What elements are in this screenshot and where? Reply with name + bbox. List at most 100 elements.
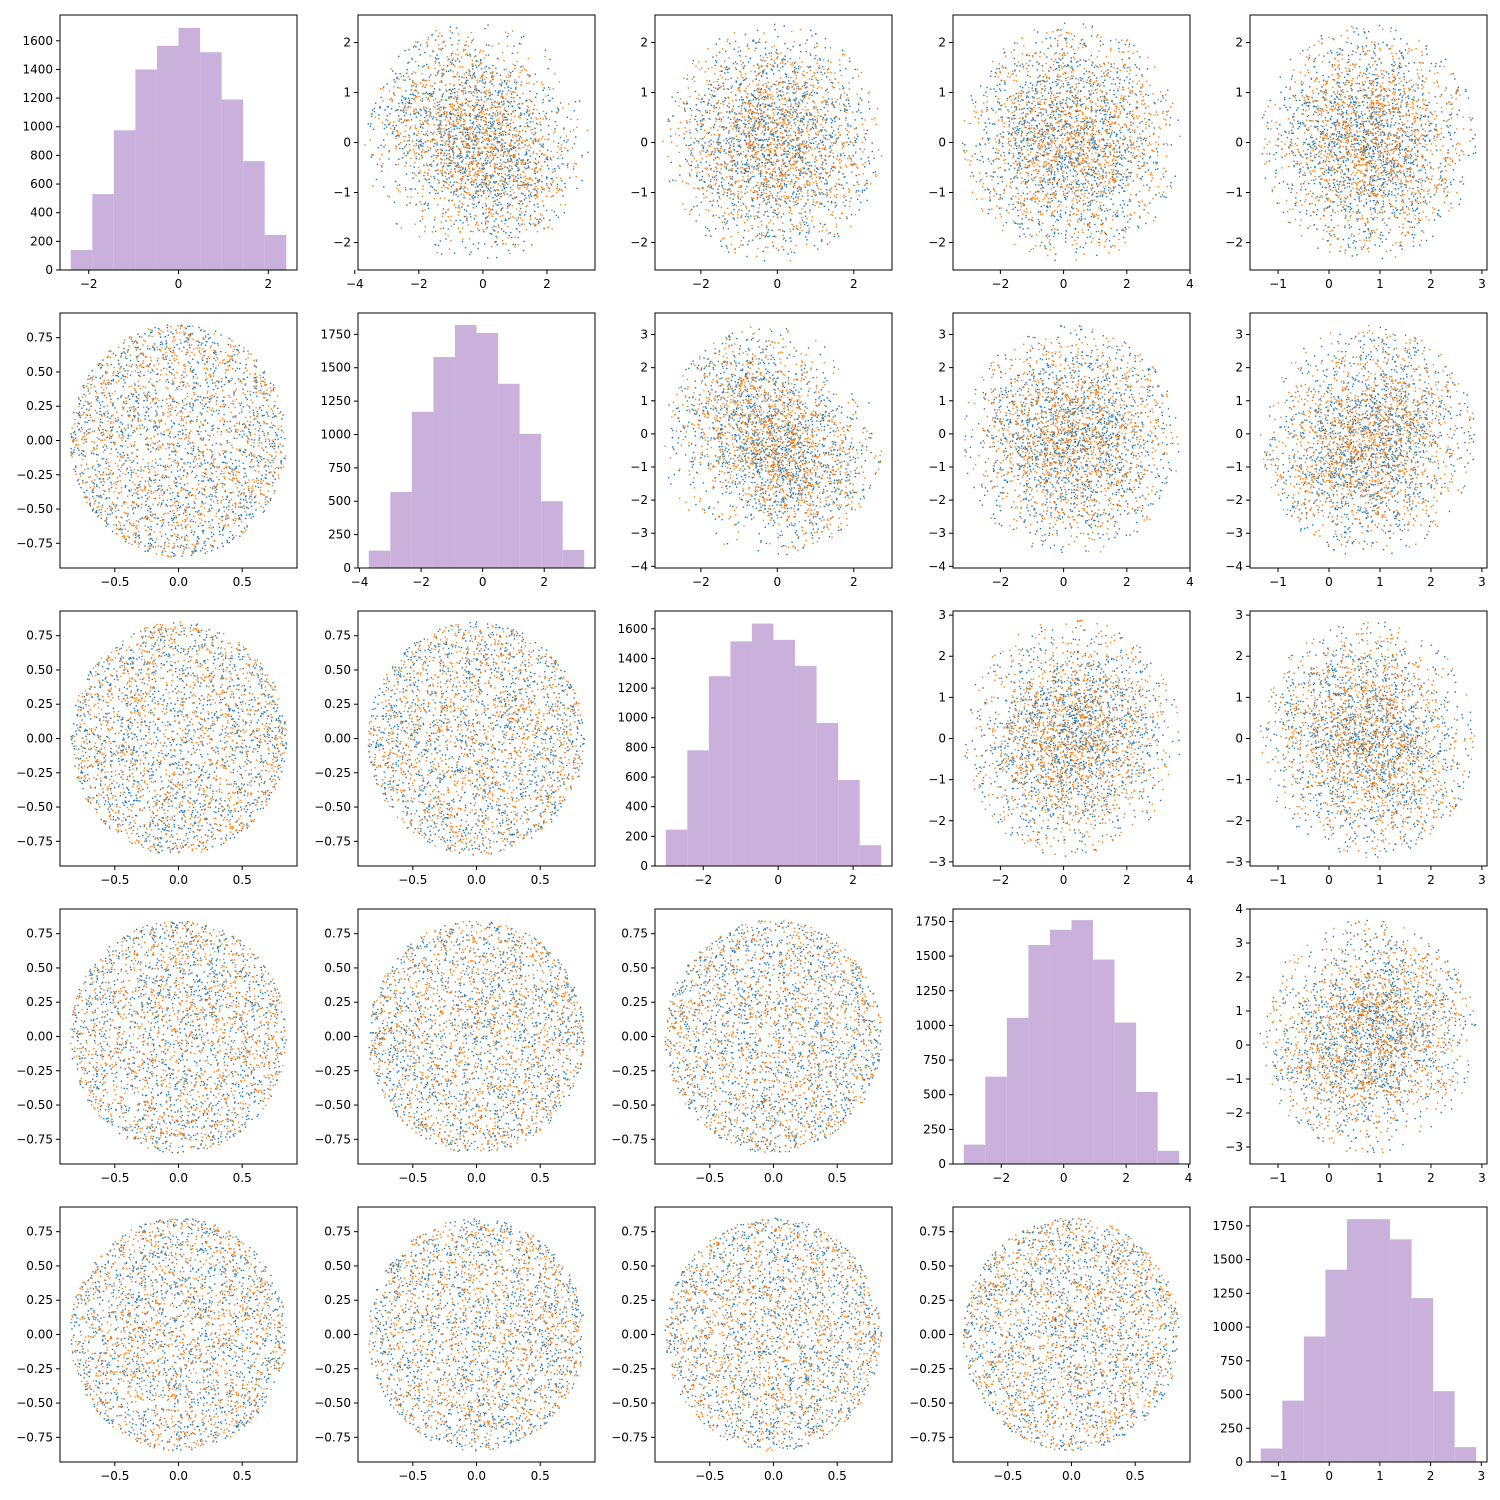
point (499, 128, 501, 130)
point (722, 82, 724, 84)
point (477, 196, 479, 199)
point (478, 140, 480, 143)
point (852, 144, 855, 146)
point (799, 147, 801, 150)
point (482, 128, 484, 130)
plot-area (364, 24, 589, 259)
point (464, 81, 467, 84)
point (447, 172, 450, 175)
point (821, 191, 823, 194)
point (453, 124, 455, 126)
point (482, 165, 484, 167)
point (472, 194, 474, 197)
point (389, 121, 392, 124)
point (537, 188, 539, 190)
point (446, 187, 449, 189)
point (482, 174, 484, 177)
point (696, 108, 698, 111)
point (491, 208, 494, 211)
y-tick-label: 1400 (22, 62, 53, 76)
point (566, 116, 568, 119)
point (477, 102, 479, 104)
point (400, 132, 402, 135)
point (423, 65, 425, 67)
point (489, 81, 491, 83)
point (806, 239, 808, 241)
point (795, 244, 797, 247)
point (744, 102, 747, 104)
point (511, 174, 513, 176)
point (477, 126, 479, 128)
point (455, 145, 458, 147)
point (559, 102, 562, 104)
point (429, 108, 431, 111)
point (733, 48, 735, 51)
point (733, 142, 735, 145)
point (392, 131, 394, 133)
point (475, 117, 477, 119)
point (501, 146, 504, 149)
point (500, 111, 502, 113)
point (481, 185, 483, 187)
point (561, 189, 563, 191)
point (507, 89, 510, 92)
point (805, 243, 808, 246)
point (439, 120, 441, 122)
point (815, 136, 817, 139)
point (465, 144, 468, 146)
hist-bar (135, 69, 157, 270)
point (448, 177, 450, 179)
point (766, 210, 769, 212)
point (450, 103, 452, 106)
point (413, 108, 415, 110)
point (760, 149, 762, 151)
point (762, 189, 765, 191)
point (738, 154, 741, 156)
y-tick-label: 1750 (320, 327, 351, 341)
point (493, 105, 495, 107)
point (484, 159, 487, 162)
point (407, 196, 409, 198)
point (456, 189, 458, 191)
point (379, 88, 382, 90)
point (424, 141, 427, 143)
point (444, 181, 446, 183)
point (863, 189, 866, 191)
point (506, 35, 509, 38)
point (792, 91, 794, 94)
point (479, 59, 482, 62)
point (771, 174, 773, 177)
point (492, 64, 494, 67)
point (557, 165, 559, 167)
point (831, 144, 833, 147)
point (748, 144, 750, 146)
point (456, 108, 458, 110)
point (491, 233, 493, 235)
point (728, 111, 731, 113)
point (411, 97, 413, 100)
point (552, 168, 554, 171)
point (517, 217, 520, 219)
point (449, 118, 452, 120)
point (567, 139, 569, 141)
point (756, 137, 758, 140)
point (801, 156, 804, 158)
point (555, 214, 558, 217)
point (504, 173, 506, 176)
point (461, 140, 463, 142)
point (771, 134, 773, 136)
point (497, 224, 500, 226)
point (834, 72, 836, 74)
point (754, 130, 756, 133)
x-tick-label: 0 (479, 277, 487, 291)
point (683, 102, 685, 105)
point (494, 115, 497, 117)
point (441, 72, 443, 75)
point (751, 227, 753, 230)
point (575, 163, 577, 165)
point (759, 175, 762, 177)
point (462, 238, 464, 240)
point (758, 125, 760, 128)
point (798, 149, 801, 151)
point (711, 66, 713, 69)
